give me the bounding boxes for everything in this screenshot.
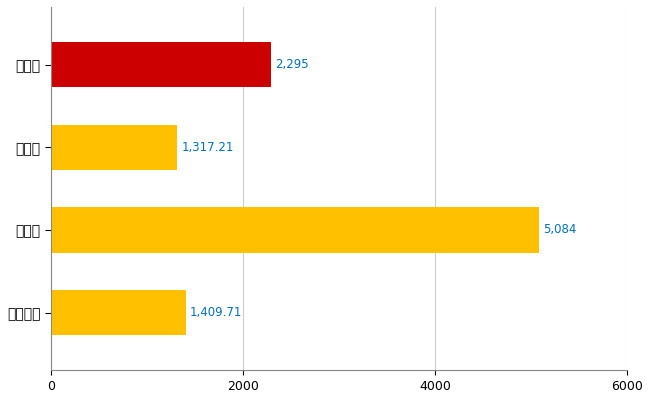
Text: 1,409.71: 1,409.71 <box>190 306 242 319</box>
Text: 2,295: 2,295 <box>275 58 309 71</box>
Bar <box>51 42 271 88</box>
Bar <box>51 290 187 335</box>
Bar <box>51 207 539 253</box>
Text: 1,317.21: 1,317.21 <box>181 141 233 154</box>
Bar <box>51 125 177 170</box>
Text: 5,084: 5,084 <box>543 224 577 236</box>
